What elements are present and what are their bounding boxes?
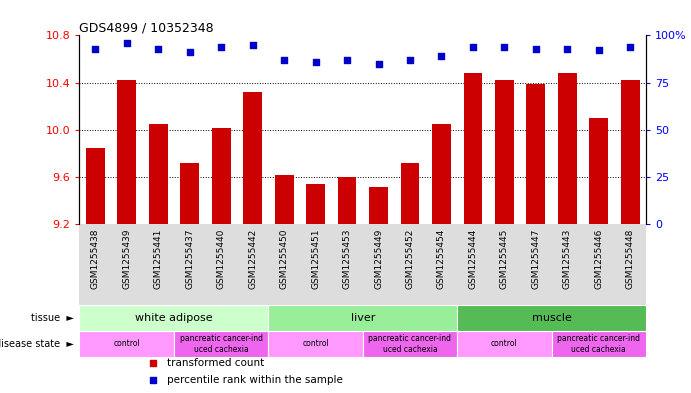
- Bar: [363, 331, 457, 357]
- Text: GSM1255441: GSM1255441: [153, 228, 162, 289]
- Bar: [243, 92, 262, 224]
- Text: GSM1255437: GSM1255437: [185, 228, 194, 289]
- Text: GSM1255450: GSM1255450: [280, 228, 289, 289]
- Text: pancreatic cancer-ind
uced cachexia: pancreatic cancer-ind uced cachexia: [368, 334, 451, 354]
- Text: tissue  ►: tissue ►: [31, 313, 74, 323]
- Bar: [79, 305, 268, 331]
- Point: [404, 57, 415, 63]
- Bar: [180, 163, 199, 224]
- Text: GSM1255445: GSM1255445: [500, 228, 509, 289]
- Text: percentile rank within the sample: percentile rank within the sample: [167, 375, 343, 385]
- Point: [90, 46, 101, 52]
- Bar: [149, 124, 168, 224]
- Text: GSM1255440: GSM1255440: [216, 228, 226, 289]
- Text: GSM1255442: GSM1255442: [248, 228, 257, 289]
- Text: GSM1255439: GSM1255439: [122, 228, 131, 289]
- Bar: [527, 84, 545, 224]
- Bar: [117, 80, 136, 224]
- Point: [562, 46, 573, 52]
- Bar: [369, 187, 388, 224]
- Bar: [268, 331, 363, 357]
- Point: [278, 57, 290, 63]
- Bar: [79, 331, 174, 357]
- Text: GSM1255452: GSM1255452: [406, 228, 415, 289]
- Bar: [589, 118, 608, 224]
- Point: [184, 49, 195, 55]
- Text: white adipose: white adipose: [135, 313, 213, 323]
- Text: pancreatic cancer-ind
uced cachexia: pancreatic cancer-ind uced cachexia: [558, 334, 641, 354]
- Point: [216, 44, 227, 50]
- Bar: [338, 177, 357, 224]
- Point: [499, 44, 510, 50]
- Point: [148, 377, 159, 383]
- Point: [594, 47, 605, 53]
- Text: control: control: [491, 340, 518, 349]
- Bar: [432, 124, 451, 224]
- Point: [467, 44, 478, 50]
- Bar: [551, 331, 646, 357]
- Point: [247, 42, 258, 48]
- Point: [310, 59, 321, 65]
- Point: [148, 360, 159, 366]
- Bar: [211, 128, 231, 224]
- Text: GDS4899 / 10352348: GDS4899 / 10352348: [79, 21, 214, 34]
- Bar: [86, 148, 104, 224]
- Bar: [457, 305, 646, 331]
- Text: GSM1255446: GSM1255446: [594, 228, 603, 289]
- Text: GSM1255453: GSM1255453: [343, 228, 352, 289]
- Text: GSM1255447: GSM1255447: [531, 228, 540, 289]
- Text: GSM1255443: GSM1255443: [563, 228, 572, 289]
- Bar: [621, 80, 640, 224]
- Bar: [457, 331, 551, 357]
- Bar: [495, 80, 514, 224]
- Bar: [274, 175, 294, 224]
- Bar: [401, 163, 419, 224]
- Point: [373, 61, 384, 67]
- Text: GSM1255451: GSM1255451: [311, 228, 320, 289]
- Text: GSM1255454: GSM1255454: [437, 228, 446, 289]
- Text: muscle: muscle: [531, 313, 571, 323]
- Point: [436, 53, 447, 59]
- Bar: [558, 73, 577, 224]
- Point: [625, 44, 636, 50]
- Text: GSM1255438: GSM1255438: [91, 228, 100, 289]
- Point: [341, 57, 352, 63]
- Text: control: control: [302, 340, 329, 349]
- Text: transformed count: transformed count: [167, 358, 265, 368]
- Text: disease state  ►: disease state ►: [0, 339, 74, 349]
- Text: GSM1255448: GSM1255448: [626, 228, 635, 289]
- Text: GSM1255449: GSM1255449: [374, 228, 383, 289]
- Text: control: control: [113, 340, 140, 349]
- Text: liver: liver: [350, 313, 375, 323]
- Point: [121, 40, 132, 46]
- Point: [531, 46, 542, 52]
- Point: [153, 46, 164, 52]
- Bar: [268, 305, 457, 331]
- Bar: [464, 73, 482, 224]
- Bar: [306, 184, 325, 224]
- Bar: [174, 331, 268, 357]
- Text: GSM1255444: GSM1255444: [468, 228, 477, 289]
- Text: pancreatic cancer-ind
uced cachexia: pancreatic cancer-ind uced cachexia: [180, 334, 263, 354]
